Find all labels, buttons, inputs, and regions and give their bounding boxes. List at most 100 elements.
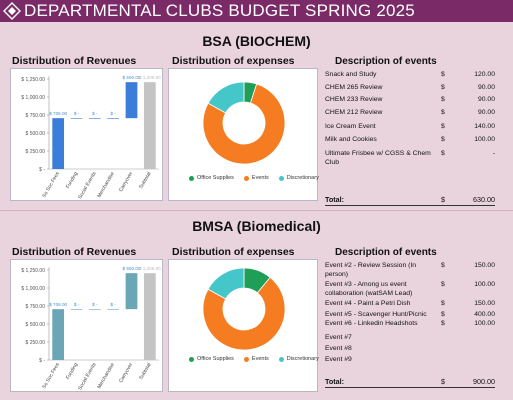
event-row: Ultimate Frisbee w/ CGSS & Chem Club $ - xyxy=(325,150,495,167)
legend-item-events: Events xyxy=(243,356,269,362)
event-row: Ice Cream Event $140.00 xyxy=(325,123,495,132)
events-list-bmsa: Description of events Event #2 - Review … xyxy=(325,247,495,367)
event-name: Ultimate Frisbee w/ CGSS & Chem Club xyxy=(325,150,431,166)
event-amount: - xyxy=(492,150,495,157)
y-tick-label: $ 750.00 xyxy=(26,113,46,119)
event-row: CHEM 233 Review $90.00 xyxy=(325,96,495,105)
expense-heading-bmsa: Distribution of expenses xyxy=(172,246,295,258)
x-tick-label: Subtotal xyxy=(138,171,152,190)
event-currency: $ xyxy=(441,123,445,130)
bar xyxy=(125,82,138,119)
y-tick-label: $ 250.00 xyxy=(26,149,46,155)
expense-chart-svg-bmsa xyxy=(202,267,286,351)
expense-chart-bsa: Office Supplies Events Discretionary xyxy=(168,68,319,201)
event-amount: 90.00 xyxy=(477,108,495,116)
section-title-bsa: BSA (BIOCHEM) xyxy=(202,33,311,49)
bar xyxy=(143,273,156,360)
event-name: Milk and Cookies xyxy=(325,135,377,143)
event-row: Milk and Cookies $100.00 xyxy=(325,136,495,145)
data-label: $ - xyxy=(110,302,116,307)
x-tick-label: Carryover xyxy=(118,362,134,384)
total-currency: $ xyxy=(441,377,445,386)
revenue-chart-svg-bsa: $ - $ 250.00 $ 500.00 $ 750.00 $ 1,000.00 $ 1… xyxy=(21,75,161,200)
pie-slice xyxy=(202,276,286,351)
event-name: CHEM 265 Review xyxy=(325,83,383,91)
revenue-chart-bmsa: $ - $ 250.00 $ 500.00 $ 750.00 $ 1,000.00 $ 1… xyxy=(10,259,163,392)
revenue-heading-bmsa: Distribution of Revenues xyxy=(12,246,137,258)
event-name: Ice Cream Event xyxy=(325,123,376,130)
event-currency: $ xyxy=(441,96,445,103)
revenue-heading-bsa: Distribution of Revenues xyxy=(12,55,137,67)
expense-legend-bmsa: Office Supplies Events Discretionary xyxy=(189,356,319,362)
event-name: Event #6 - Linkedin Headshots xyxy=(325,320,418,327)
event-amount: 100.00 xyxy=(474,320,495,327)
expense-chart-svg-bsa xyxy=(202,81,286,165)
event-name: Event #2 - Review Session (In person) xyxy=(325,262,417,278)
bar xyxy=(70,309,83,310)
event-currency: $ xyxy=(441,71,445,78)
pie-slice xyxy=(207,81,245,114)
event-row: Event #8 xyxy=(325,345,495,354)
event-row: Event #7 xyxy=(325,334,495,343)
event-row: Event #2 - Review Session (In person) $15… xyxy=(325,262,495,279)
y-tick-label: $ 1,250.00 xyxy=(21,268,45,274)
data-label: $ - xyxy=(92,302,98,307)
event-currency: $ xyxy=(441,262,445,269)
y-tick-label: $ - xyxy=(39,167,45,173)
legend-item-office-supplies: Office Supplies xyxy=(189,356,234,362)
data-label: $ 500.00 xyxy=(123,75,141,80)
bar xyxy=(125,273,138,310)
event-row: CHEM 212 Review $90.00 xyxy=(325,109,495,118)
x-tick-label: Funding xyxy=(65,362,79,381)
y-tick-label: $ 1,000.00 xyxy=(21,95,45,101)
event-currency: $ xyxy=(441,310,445,318)
total-label: Total: xyxy=(325,195,345,204)
bar xyxy=(143,82,156,169)
y-tick-label: $ 500.00 xyxy=(26,322,46,328)
legend-item-discretionary: Discretionary xyxy=(278,175,319,181)
bar xyxy=(88,309,101,310)
y-tick-label: $ 1,000.00 xyxy=(21,286,45,292)
legend-item-events: Events xyxy=(243,175,269,181)
event-currency: $ xyxy=(441,281,445,288)
x-tick-label: Carryover xyxy=(118,171,134,193)
legend-item-office-supplies: Office Supplies xyxy=(189,175,234,181)
bar xyxy=(107,118,120,119)
data-label: $ - xyxy=(110,111,116,116)
x-tick-label: Social Events xyxy=(77,362,98,392)
total-row-bsa: Total: $ 630.00 xyxy=(325,195,495,206)
x-tick-label: Merchandise xyxy=(96,362,116,390)
revenue-chart-bsa: $ - $ 250.00 $ 500.00 $ 750.00 $ 1,000.00 $ 1… xyxy=(10,68,163,201)
total-amount: 630.00 xyxy=(473,195,495,204)
data-label: $ 706.00 xyxy=(49,111,67,116)
event-currency: $ xyxy=(441,300,445,307)
event-row: Event #3 - Among us event collaboration … xyxy=(325,281,495,298)
expense-legend-bsa: Office Supplies Events Discretionary xyxy=(189,175,319,181)
event-currency: $ xyxy=(441,83,445,91)
y-tick-label: $ 250.00 xyxy=(26,340,46,346)
events-heading-bsa: Description of events xyxy=(335,56,437,67)
pie-slice xyxy=(202,83,286,165)
bar xyxy=(52,309,65,360)
event-name: Event #5 - Scavenger Hunt/Picnic xyxy=(325,310,427,318)
bar xyxy=(70,118,83,119)
event-row: Event #4 - Paint a Petri Dish $150.00 xyxy=(325,300,495,309)
section-title-bmsa: BMSA (Biomedical) xyxy=(192,218,321,234)
event-name: Event #3 - Among us event collaboration … xyxy=(325,281,413,297)
event-amount: 100.00 xyxy=(474,281,495,288)
x-tick-label: Funding xyxy=(65,171,79,190)
event-name: Event #7 xyxy=(325,333,352,341)
event-amount: 120.00 xyxy=(474,71,495,78)
event-name: Event #9 xyxy=(325,355,352,363)
x-tick-label: So Soc Fees xyxy=(41,362,61,390)
bar xyxy=(88,118,101,119)
event-amount: 150.00 xyxy=(474,262,495,269)
revenue-chart-svg-bmsa: $ - $ 250.00 $ 500.00 $ 750.00 $ 1,000.00 $ 1… xyxy=(21,266,161,392)
diamond-logo-icon xyxy=(3,2,21,20)
y-tick-label: $ 1,250.00 xyxy=(21,77,45,83)
event-amount: 400.00 xyxy=(474,310,495,318)
event-amount: 100.00 xyxy=(474,135,495,143)
section-divider xyxy=(0,210,513,211)
event-amount: 90.00 xyxy=(477,83,495,91)
x-tick-label: So Soc Fees xyxy=(41,171,61,199)
